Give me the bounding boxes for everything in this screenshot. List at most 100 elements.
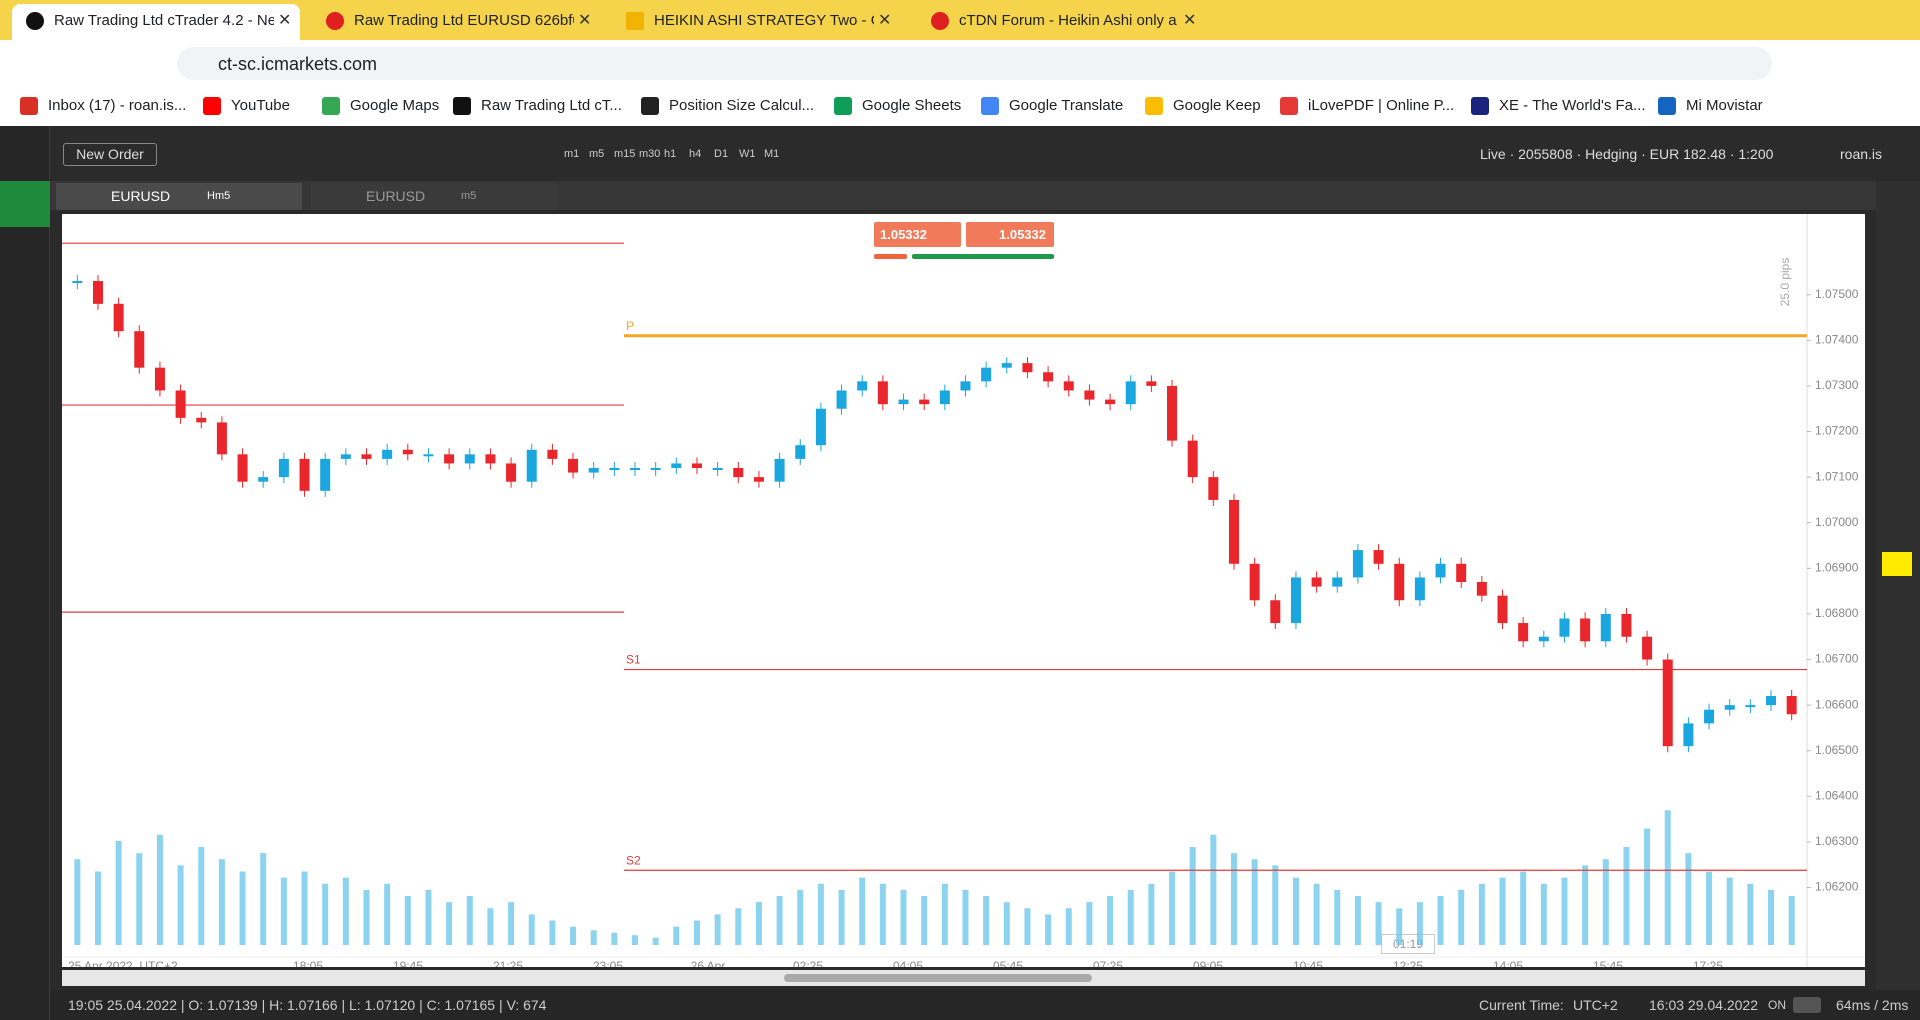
volume-bar bbox=[301, 871, 308, 945]
timeframe-button[interactable]: D1 bbox=[714, 148, 729, 160]
volume-bar bbox=[1458, 889, 1465, 945]
volume-bar bbox=[1685, 853, 1692, 945]
timeframe-button[interactable]: M1 bbox=[764, 148, 780, 160]
candle bbox=[1414, 577, 1425, 601]
candle bbox=[1538, 636, 1549, 642]
candle bbox=[506, 463, 517, 482]
timeframe-button[interactable]: m5 bbox=[589, 148, 605, 160]
bookmark[interactable]: Position Size Calcul... bbox=[669, 97, 815, 114]
candle bbox=[1745, 705, 1756, 708]
new-order-button[interactable]: New Order bbox=[63, 143, 157, 166]
chart-tab[interactable] bbox=[311, 183, 557, 210]
user[interactable]: roan.is bbox=[1840, 146, 1883, 162]
bookmark[interactable]: Inbox (17) - roan.is... bbox=[48, 97, 187, 114]
candle bbox=[1766, 696, 1777, 706]
chart-tab[interactable] bbox=[56, 183, 302, 210]
candle bbox=[402, 449, 413, 455]
volume-bar bbox=[1747, 883, 1754, 945]
candle bbox=[1373, 550, 1384, 564]
candle bbox=[1600, 613, 1611, 642]
bookmark-icon bbox=[834, 97, 852, 115]
candle bbox=[691, 463, 702, 469]
chart: 1.07500 1.07400 1.07300 1.07200 1.07100 1.070… bbox=[62, 214, 1865, 967]
tab-close[interactable]: ✕ bbox=[278, 12, 292, 29]
toggle[interactable] bbox=[1793, 997, 1821, 1013]
x-tick-label: 10:45 bbox=[1293, 959, 1323, 967]
candle bbox=[1642, 636, 1653, 660]
candle bbox=[568, 458, 579, 473]
scroll-thumb[interactable] bbox=[784, 974, 1092, 982]
candle bbox=[1662, 659, 1673, 747]
pivot-label: S2 bbox=[626, 853, 641, 867]
timeframe-button[interactable]: W1 bbox=[739, 148, 756, 160]
browser-tab[interactable] bbox=[12, 4, 300, 40]
volume-bar bbox=[1313, 883, 1320, 945]
timeframe-button[interactable]: h4 bbox=[689, 148, 702, 160]
volume-bar bbox=[1189, 847, 1196, 945]
scrollbar[interactable] bbox=[62, 970, 1865, 986]
timeframe-button[interactable]: m1 bbox=[564, 148, 580, 160]
volume-bar bbox=[1416, 902, 1423, 945]
omnibox[interactable] bbox=[177, 47, 1772, 80]
candle bbox=[1497, 595, 1508, 624]
bookmark[interactable]: Mi Movistar bbox=[1686, 97, 1763, 114]
buy-button[interactable]: 1.05332 bbox=[966, 222, 1054, 247]
volume-bar bbox=[549, 920, 556, 945]
color-swatch[interactable] bbox=[1882, 552, 1912, 576]
volume-bar bbox=[1582, 865, 1589, 945]
candle bbox=[1146, 381, 1157, 386]
timezone[interactable]: UTC+2 bbox=[1573, 997, 1618, 1013]
timeframe-button[interactable]: h1 bbox=[664, 148, 677, 160]
y-tick-label: 1.06500 bbox=[1815, 743, 1859, 757]
candle bbox=[1704, 709, 1715, 724]
tab-title: Raw Trading Ltd cTrader 4.2 - Ne bbox=[54, 12, 274, 29]
candle bbox=[175, 390, 186, 418]
timeframe-button[interactable]: m30 bbox=[639, 148, 661, 160]
timeframe-button[interactable]: m15 bbox=[614, 148, 636, 160]
candle bbox=[1621, 613, 1632, 637]
bookmark[interactable]: iLovePDF | Online P... bbox=[1308, 97, 1455, 114]
bookmark[interactable]: Google Sheets bbox=[862, 97, 962, 114]
bookmark[interactable]: Google Maps bbox=[350, 97, 440, 114]
volume-bar bbox=[404, 896, 411, 945]
volume-bar bbox=[74, 859, 81, 945]
sidebar-active[interactable] bbox=[0, 181, 50, 227]
candle bbox=[774, 458, 785, 482]
tab-close[interactable]: ✕ bbox=[578, 12, 592, 29]
volume-bar bbox=[280, 877, 287, 945]
left-sidebar bbox=[0, 126, 50, 1020]
candle bbox=[1105, 399, 1116, 405]
sell-button[interactable]: 1.05332 bbox=[874, 222, 961, 247]
volume-bar bbox=[239, 871, 246, 945]
candle bbox=[1022, 363, 1033, 373]
volume-bar bbox=[1396, 908, 1403, 945]
candle bbox=[1208, 477, 1219, 500]
tab-close[interactable]: ✕ bbox=[1183, 12, 1197, 29]
candle bbox=[671, 463, 682, 469]
x-tick-label: 07:25 bbox=[1093, 959, 1123, 967]
volume-bar bbox=[218, 859, 225, 945]
x-tick-label: 09:05 bbox=[1193, 959, 1223, 967]
tab-close[interactable]: ✕ bbox=[878, 12, 892, 29]
candle bbox=[1249, 563, 1260, 601]
bookmark[interactable]: Google Keep bbox=[1173, 97, 1261, 114]
url: ct-sc.icmarkets.com bbox=[218, 54, 378, 74]
volume-bar bbox=[1499, 877, 1506, 945]
candle bbox=[340, 454, 351, 459]
x-tick-label: 26 Apr bbox=[691, 959, 726, 967]
bookmark[interactable]: Raw Trading Ltd cT... bbox=[481, 97, 622, 114]
candle bbox=[1187, 440, 1198, 478]
bookmark[interactable]: XE - The World's Fa... bbox=[1499, 97, 1646, 114]
volume-bar bbox=[446, 902, 453, 945]
candle bbox=[547, 449, 558, 459]
candle bbox=[196, 417, 207, 423]
candle bbox=[485, 454, 496, 464]
volume-bar bbox=[590, 930, 597, 945]
current-time: 16:03 29.04.2022 bbox=[1649, 997, 1758, 1013]
bookmark[interactable]: YouTube bbox=[231, 97, 290, 114]
candle bbox=[237, 454, 248, 482]
candle bbox=[423, 454, 434, 457]
candle bbox=[258, 477, 269, 482]
bookmark[interactable]: Google Translate bbox=[1009, 97, 1124, 114]
tab-icon bbox=[931, 12, 949, 30]
